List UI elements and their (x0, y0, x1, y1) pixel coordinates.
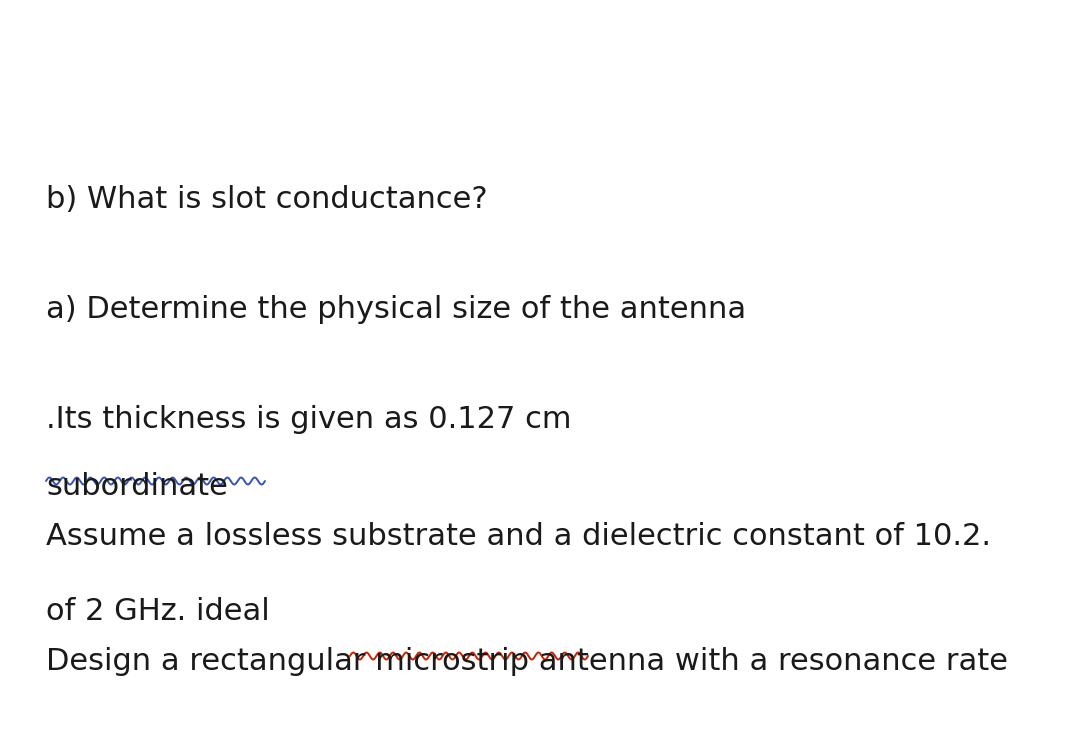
Text: a) Determine the physical size of the antenna: a) Determine the physical size of the an… (46, 295, 746, 324)
Text: Design a rectangular microstrip antenna with a resonance rate: Design a rectangular microstrip antenna … (46, 647, 1008, 676)
Text: of 2 GHz. ideal: of 2 GHz. ideal (46, 597, 270, 626)
Text: Assume a lossless substrate and a dielectric constant of 10.2.: Assume a lossless substrate and a dielec… (46, 522, 991, 551)
Text: .Its thickness is given as 0.127 cm: .Its thickness is given as 0.127 cm (46, 405, 571, 434)
Text: subordinate: subordinate (46, 472, 228, 501)
Text: b) What is slot conductance?: b) What is slot conductance? (46, 185, 488, 214)
